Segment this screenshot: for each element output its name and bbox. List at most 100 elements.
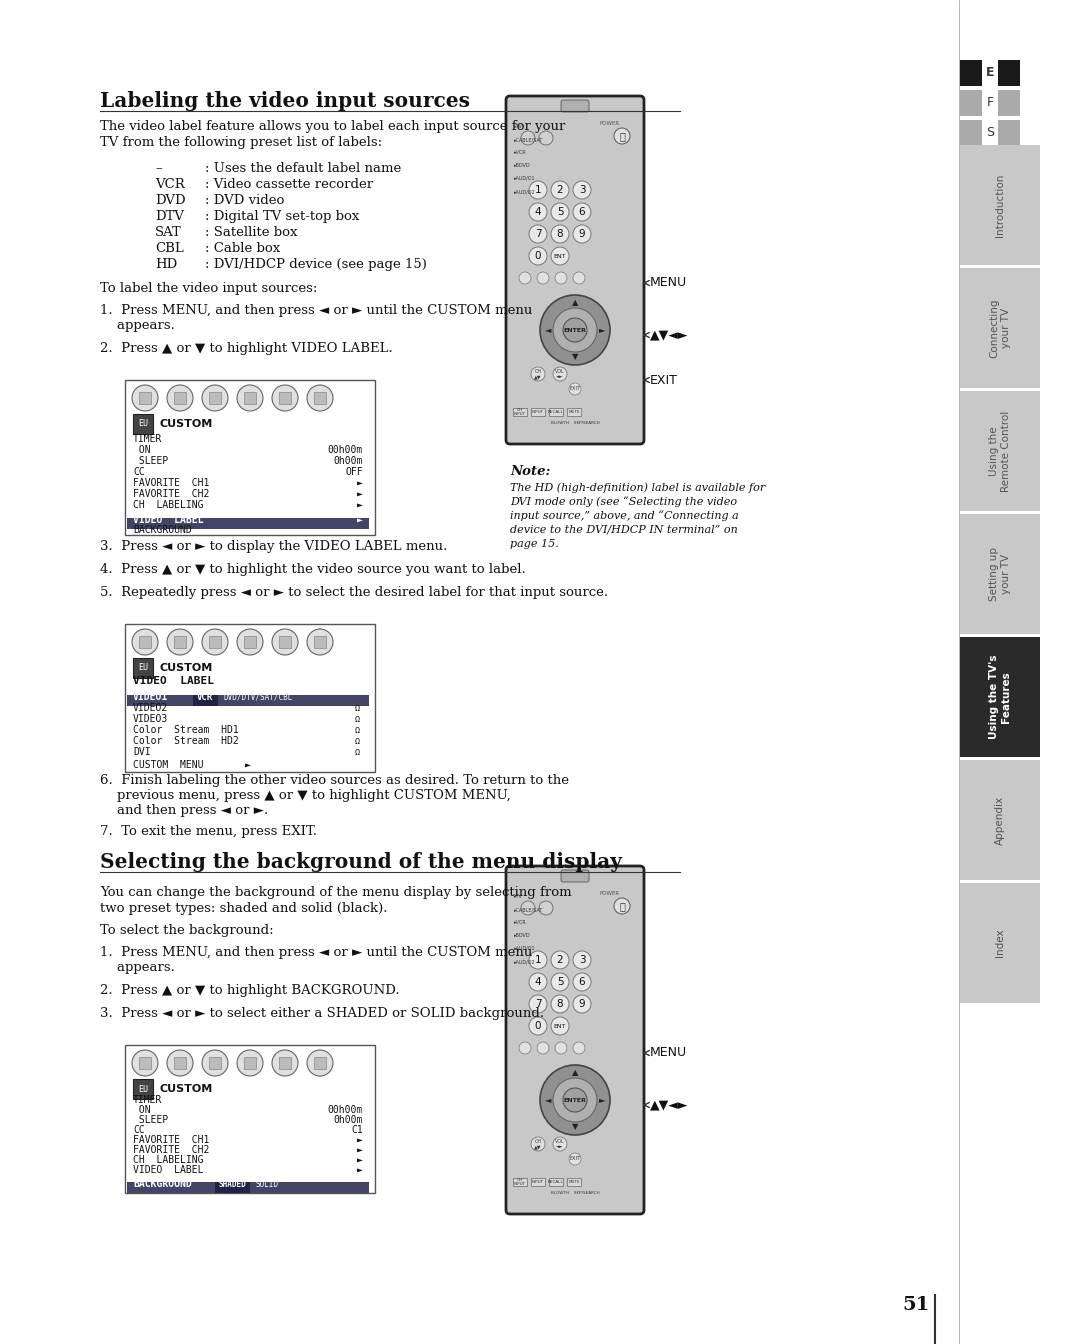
- Circle shape: [573, 952, 591, 969]
- Text: ►: ►: [357, 1134, 363, 1145]
- Text: ▸BDVD: ▸BDVD: [514, 933, 530, 938]
- Text: EU: EU: [138, 1085, 148, 1094]
- Text: Color  Stream  HD1: Color Stream HD1: [133, 724, 239, 735]
- Text: VOL
◄►: VOL ◄►: [555, 368, 565, 379]
- Text: DVI: DVI: [133, 747, 150, 757]
- Bar: [960, 513, 1040, 634]
- Bar: [133, 414, 153, 434]
- Text: 1: 1: [535, 956, 541, 965]
- Text: CUSTOM: CUSTOM: [160, 419, 213, 429]
- Circle shape: [307, 1050, 333, 1077]
- Circle shape: [540, 294, 610, 366]
- Text: VCR: VCR: [197, 694, 213, 702]
- Text: and then press ◄ or ►.: and then press ◄ or ►.: [100, 804, 268, 817]
- Circle shape: [553, 367, 567, 380]
- Bar: [139, 636, 151, 648]
- Text: ▲: ▲: [571, 298, 578, 308]
- Text: ON: ON: [133, 1105, 150, 1116]
- Bar: [210, 1056, 221, 1068]
- Circle shape: [569, 383, 581, 395]
- Circle shape: [237, 1050, 264, 1077]
- Bar: [998, 60, 1020, 86]
- Circle shape: [519, 1042, 531, 1054]
- Circle shape: [551, 973, 569, 991]
- Bar: [125, 624, 375, 771]
- Circle shape: [529, 995, 546, 1013]
- Bar: [133, 1079, 153, 1099]
- Text: CH  LABELING: CH LABELING: [133, 500, 203, 509]
- Text: CH  LABELING: CH LABELING: [133, 1154, 203, 1165]
- Text: EXIT: EXIT: [569, 387, 581, 391]
- Bar: [244, 392, 256, 405]
- Text: The video label feature allows you to label each input source for your: The video label feature allows you to la…: [100, 120, 565, 133]
- Text: FAVORITE  CH2: FAVORITE CH2: [133, 1145, 210, 1154]
- Text: ▸VCR: ▸VCR: [514, 921, 527, 925]
- Bar: [279, 636, 291, 648]
- Circle shape: [540, 1064, 610, 1134]
- Text: DVI mode only (see “Selecting the video: DVI mode only (see “Selecting the video: [510, 496, 738, 507]
- Circle shape: [529, 181, 546, 199]
- Bar: [513, 1177, 527, 1185]
- Text: BACKGROUND: BACKGROUND: [133, 526, 192, 535]
- Text: ▸CABLE/SAT: ▸CABLE/SAT: [514, 907, 543, 913]
- Text: ENT: ENT: [554, 254, 566, 258]
- Text: VCR: VCR: [156, 177, 185, 191]
- Bar: [125, 380, 375, 535]
- Circle shape: [573, 271, 585, 284]
- Circle shape: [529, 203, 546, 220]
- Text: 0h00m: 0h00m: [334, 1116, 363, 1125]
- Bar: [960, 120, 982, 146]
- Circle shape: [615, 128, 630, 144]
- Text: 6: 6: [579, 977, 585, 986]
- Circle shape: [529, 247, 546, 265]
- Bar: [139, 1056, 151, 1068]
- Text: Ω: Ω: [355, 749, 360, 757]
- Circle shape: [167, 384, 193, 411]
- Text: You can change the background of the menu display by selecting from: You can change the background of the men…: [100, 886, 571, 899]
- Text: ►: ►: [357, 489, 363, 499]
- Circle shape: [237, 384, 264, 411]
- Circle shape: [202, 1050, 228, 1077]
- Circle shape: [615, 898, 630, 914]
- Text: The HD (high-definition) label is available for: The HD (high-definition) label is availa…: [510, 482, 766, 493]
- Text: To select the background:: To select the background:: [100, 925, 273, 937]
- Text: 0h00m: 0h00m: [334, 456, 363, 466]
- Bar: [127, 517, 369, 530]
- Text: CUSTOM: CUSTOM: [160, 663, 213, 673]
- Text: BLOWTH    SKP/SEARCH: BLOWTH SKP/SEARCH: [551, 1191, 599, 1195]
- Text: ⓘ: ⓘ: [619, 900, 625, 911]
- Text: Selecting the background of the menu display: Selecting the background of the menu dis…: [100, 852, 622, 872]
- Text: page 15.: page 15.: [510, 539, 558, 548]
- Bar: [960, 145, 1040, 265]
- Text: ▼: ▼: [571, 352, 578, 362]
- Circle shape: [519, 271, 531, 284]
- Text: Connecting
your TV: Connecting your TV: [989, 298, 1011, 358]
- Text: VIDEO1: VIDEO1: [133, 692, 168, 702]
- Circle shape: [539, 130, 553, 145]
- Text: Ω: Ω: [355, 726, 360, 735]
- Bar: [127, 1181, 369, 1193]
- Text: 5.  Repeatedly press ◄ or ► to select the desired label for that input source.: 5. Repeatedly press ◄ or ► to select the…: [100, 586, 608, 599]
- Circle shape: [167, 629, 193, 655]
- Circle shape: [521, 900, 535, 915]
- Text: ▸BDVD: ▸BDVD: [514, 163, 530, 168]
- Text: EU: EU: [138, 419, 148, 429]
- Circle shape: [307, 384, 333, 411]
- Text: 1: 1: [535, 185, 541, 195]
- Bar: [174, 636, 186, 648]
- Text: CBL: CBL: [156, 242, 184, 255]
- Text: 0: 0: [535, 251, 541, 261]
- Text: CH
INPUT: CH INPUT: [514, 407, 526, 417]
- Circle shape: [529, 952, 546, 969]
- Bar: [279, 1056, 291, 1068]
- Text: Labeling the video input sources: Labeling the video input sources: [100, 91, 470, 112]
- Bar: [139, 392, 151, 405]
- Text: 4.  Press ▲ or ▼ to highlight the video source you want to label.: 4. Press ▲ or ▼ to highlight the video s…: [100, 563, 526, 577]
- Text: CUSTOM: CUSTOM: [160, 1085, 213, 1094]
- Circle shape: [529, 224, 546, 243]
- Text: ◄: ◄: [544, 1095, 551, 1105]
- Text: appears.: appears.: [100, 319, 175, 332]
- Bar: [567, 1177, 581, 1185]
- Text: TIMER: TIMER: [133, 434, 162, 444]
- Text: 4: 4: [535, 207, 541, 216]
